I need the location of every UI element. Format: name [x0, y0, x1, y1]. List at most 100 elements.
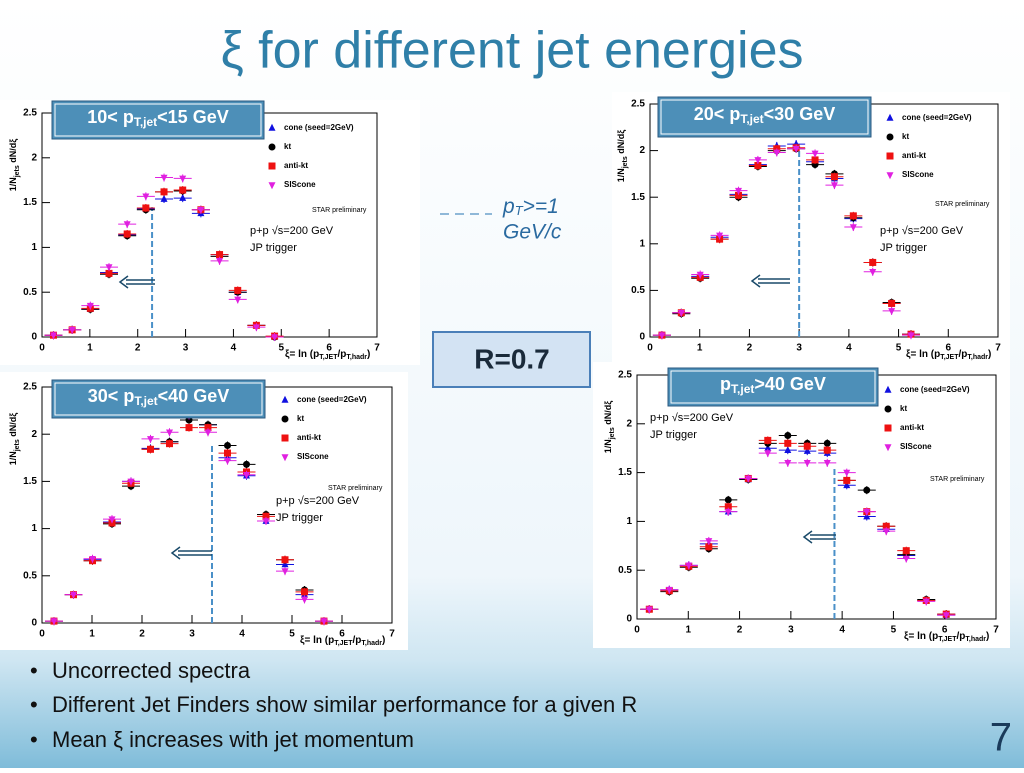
point	[907, 332, 915, 340]
point	[734, 191, 742, 199]
y-tick-label: 1.5	[631, 192, 645, 203]
x-tick-label: 5	[289, 629, 295, 640]
y-tick-label: 2	[31, 152, 37, 163]
label-box-outer	[667, 367, 879, 407]
annotation: JP trigger	[276, 512, 323, 524]
legend-label: kt	[902, 132, 909, 141]
chart-panel	[593, 362, 1010, 648]
bullet: Mean ξ increases with jet momentum	[52, 727, 414, 752]
point	[764, 444, 772, 451]
point	[252, 324, 260, 332]
y-tick-label: 1.5	[23, 476, 37, 487]
x-label-part: )	[986, 631, 989, 642]
point	[677, 309, 685, 317]
x-tick-label: 0	[634, 625, 640, 636]
y-label-part: 1/N	[603, 439, 613, 453]
point	[243, 460, 250, 468]
point	[281, 556, 289, 564]
point	[243, 471, 250, 479]
y-tick-label: 0.5	[23, 570, 37, 581]
point	[884, 424, 892, 432]
point	[888, 308, 896, 316]
y-tick-label: 1	[626, 516, 632, 527]
y-tick-label: 0.5	[618, 565, 632, 576]
point	[734, 187, 742, 195]
arrow	[170, 546, 212, 560]
y-axis-label: 1/Njets dN/dξ	[603, 401, 615, 454]
point	[823, 446, 831, 454]
annotation: p+p √s=200 GeV	[250, 225, 334, 237]
point	[685, 562, 693, 570]
point	[884, 405, 892, 413]
point	[123, 221, 131, 229]
point	[160, 188, 168, 196]
point	[849, 212, 857, 220]
point	[281, 395, 289, 403]
y-tick-label: 1.5	[23, 197, 37, 208]
x-tick-label: 3	[796, 343, 802, 354]
label-box-inner	[660, 99, 869, 135]
note-sub: T	[515, 203, 524, 218]
x-label-part: ξ= ln (p	[906, 349, 940, 360]
point	[902, 547, 910, 555]
label-box-inner	[670, 370, 876, 404]
bullet-dot: •	[30, 727, 38, 752]
x-label-part: T,hadr	[346, 354, 367, 361]
point	[123, 230, 131, 238]
legend-label: anti-kt	[284, 161, 308, 170]
label-part: <15 GeV	[157, 107, 229, 127]
bullet-dot: •	[30, 692, 38, 717]
x-tick-label: 6	[946, 343, 952, 354]
x-label-part: ξ= ln (p	[285, 349, 319, 360]
point	[823, 439, 831, 447]
point	[185, 424, 193, 432]
point	[705, 538, 713, 546]
x-label-part: /p	[337, 349, 346, 360]
x-tick-label: 7	[374, 343, 380, 354]
y-label-part: 1/N	[8, 451, 18, 465]
arrow	[118, 275, 155, 289]
point	[754, 157, 762, 165]
y-axis-label: 1/Njets dN/dξ	[616, 130, 628, 183]
point	[843, 469, 851, 477]
bullet-dot: •	[30, 658, 38, 683]
point	[281, 568, 289, 576]
legend-label: anti-kt	[297, 433, 321, 442]
x-tick-label: 6	[326, 343, 332, 354]
point	[224, 457, 231, 465]
point	[784, 445, 792, 453]
point	[105, 269, 113, 277]
x-tick-label: 0	[39, 629, 45, 640]
point	[50, 618, 58, 626]
x-label-part: )	[382, 635, 385, 646]
point	[886, 172, 894, 180]
y-label-part: dN/dξ	[8, 139, 18, 166]
y-label-part: dN/dξ	[616, 130, 626, 157]
point	[645, 606, 653, 614]
point	[705, 543, 713, 551]
point	[744, 475, 752, 483]
annotation: STAR preliminary	[328, 485, 383, 492]
point	[204, 424, 212, 432]
x-label-part: /p	[352, 635, 361, 646]
y-label-part: 1/N	[616, 168, 626, 182]
point	[160, 194, 168, 202]
x-tick-label: 1	[686, 625, 692, 636]
legend-label: cone (seed=2GeV)	[902, 113, 972, 122]
r-label: R=0.7	[474, 343, 550, 374]
x-tick-label: 4	[231, 343, 237, 354]
label-part: <30 GeV	[764, 104, 836, 124]
note-line2: GeV/c	[503, 221, 562, 244]
label-part: 20< p	[694, 104, 741, 124]
point	[281, 434, 289, 442]
slide-title: ξ for different jet energies	[220, 22, 803, 80]
x-tick-label: 0	[39, 343, 45, 354]
point	[224, 442, 231, 450]
point	[886, 152, 894, 160]
label-part: T,jet	[731, 382, 754, 396]
x-label-part: T,JET	[319, 354, 338, 361]
x-axis-label: ξ= ln (pT,JET/pT,hadr)	[906, 349, 991, 361]
point	[724, 503, 732, 511]
chart-panel	[0, 100, 420, 365]
